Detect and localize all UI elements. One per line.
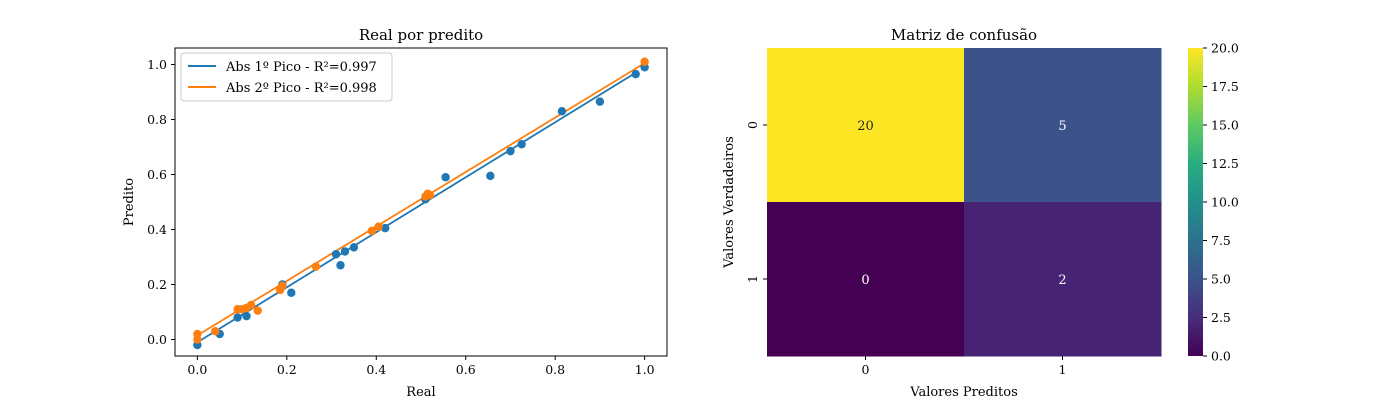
heatmap-cell-label: 2 <box>1058 273 1066 288</box>
colorbar-ticks: 0.0 2.5 5.0 7.5 10.0 12.5 15.0 17.5 20.0 <box>1203 41 1239 364</box>
colorbar-tick-label: 0.0 <box>1211 349 1231 364</box>
heatmap-y-tick-label: 0 <box>745 121 760 129</box>
scatter-point-s1-18 <box>595 97 605 106</box>
colorbar-tick-label: 20.0 <box>1211 41 1239 56</box>
heatmap-y-tick-label: 1 <box>745 275 760 283</box>
scatter-chart: Real por predito 0.0 0.2 0.4 0.6 0.8 1.0 0.00… <box>122 26 668 400</box>
colorbar-tick-label: 2.5 <box>1211 310 1231 325</box>
heatmap-cell-r1-c0 <box>767 202 965 357</box>
heatmap-x-label: Valores Preditos <box>909 385 1018 400</box>
heatmap-y-ticks: 01 <box>745 121 767 283</box>
scatter-point-s2-13 <box>374 222 383 231</box>
scatter-point-s2-16 <box>425 190 435 200</box>
legend-label-series-1: Abs 1º Pico - R²=0.997 <box>225 60 377 75</box>
scatter-axes-frame <box>174 47 668 357</box>
scatter-points <box>193 57 649 350</box>
scatter-y-tick-label: 0.2 <box>147 277 167 292</box>
scatter-y-label: Predito <box>122 178 137 226</box>
scatter-point-s2-8 <box>253 306 262 315</box>
fit-line-series-2 <box>196 62 646 337</box>
scatter-point-s1-3 <box>233 313 242 322</box>
colorbar-tick-label: 7.5 <box>1211 233 1231 248</box>
colorbar-tick-label: 12.5 <box>1211 156 1239 171</box>
scatter-point-s2-10 <box>278 281 287 291</box>
scatter-point-s1-13 <box>441 173 450 182</box>
scatter-y-ticks: 0.0 0.2 0.4 0.6 0.8 1.0 <box>147 57 175 347</box>
heatmap-title: Matriz de confusão <box>891 26 1037 44</box>
scatter-x-label: Real <box>406 385 435 400</box>
scatter-point-s2-3 <box>211 327 220 336</box>
heatmap-cell-label: 0 <box>861 273 869 288</box>
heatmap-cell-r0-c1 <box>964 48 1162 203</box>
colorbar-tick-label: 15.0 <box>1211 118 1239 133</box>
heatmap-cell-r1-c1 <box>964 202 1162 357</box>
scatter-y-tick-label: 0.6 <box>147 167 167 182</box>
colorbar <box>1188 48 1203 356</box>
scatter-point-s1-6 <box>287 288 296 297</box>
colorbar-tick-label: 5.0 <box>1211 272 1231 287</box>
heatmap-cell-r0-c0 <box>767 48 965 203</box>
fit-line-series-1 <box>196 71 637 344</box>
scatter-legend: Abs 1º Pico - R²=0.997 Abs 2º Pico - R²=… <box>180 52 393 102</box>
heatmap-x-tick-label: 1 <box>1059 362 1067 377</box>
scatter-x-ticks: 0.0 0.2 0.4 0.6 0.8 1.0 <box>187 356 655 377</box>
scatter-point-s2-7 <box>246 300 256 310</box>
scatter-point-s1-4 <box>242 311 251 321</box>
scatter-title: Real por predito <box>359 26 483 44</box>
legend-box <box>180 52 393 102</box>
scatter-y-tick-label: 1.0 <box>147 57 167 72</box>
scatter-x-tick-label: 0.0 <box>187 362 207 377</box>
scatter-y-tick-label: 0.0 <box>147 332 167 347</box>
scatter-x-tick-label: 0.2 <box>277 362 297 377</box>
scatter-point-s1-11 <box>381 223 390 233</box>
colorbar-tick-label: 10.0 <box>1211 195 1239 210</box>
heatmap-x-tick-label: 0 <box>862 362 870 377</box>
scatter-x-tick-label: 0.6 <box>456 362 476 377</box>
scatter-y-tick-label: 0.4 <box>147 222 167 237</box>
scatter-x-tick-label: 0.8 <box>545 362 565 377</box>
scatter-point-s2-17 <box>640 57 649 66</box>
scatter-point-s1-17 <box>557 107 567 116</box>
scatter-point-s1-16 <box>517 140 526 149</box>
heatmap-cell-label: 20 <box>857 119 874 134</box>
heatmap-y-label: Valores Verdadeiros <box>722 136 737 269</box>
colorbar-tick-label: 17.5 <box>1211 79 1239 94</box>
heatmap-cells: 20 5 0 2 <box>767 48 1162 357</box>
scatter-point-s1-19 <box>631 69 640 79</box>
scatter-point-s1-14 <box>486 171 495 181</box>
scatter-point-s1-8 <box>336 261 345 270</box>
heatmap-cell-label: 5 <box>1058 119 1066 134</box>
scatter-fit-lines <box>196 62 646 344</box>
scatter-point-s2-12 <box>367 226 376 236</box>
scatter-point-s2-11 <box>311 262 321 271</box>
legend-label-series-2: Abs 2º Pico - R²=0.998 <box>225 81 377 96</box>
scatter-x-tick-label: 0.4 <box>366 362 386 377</box>
scatter-x-tick-label: 1.0 <box>635 362 655 377</box>
scatter-point-s2-2 <box>193 329 202 339</box>
scatter-point-s1-10 <box>349 243 359 252</box>
scatter-point-s1-7 <box>331 250 341 259</box>
scatter-y-tick-label: 0.8 <box>147 112 167 127</box>
scatter-point-s1-9 <box>340 247 350 256</box>
scatter-point-s1-15 <box>506 146 515 156</box>
